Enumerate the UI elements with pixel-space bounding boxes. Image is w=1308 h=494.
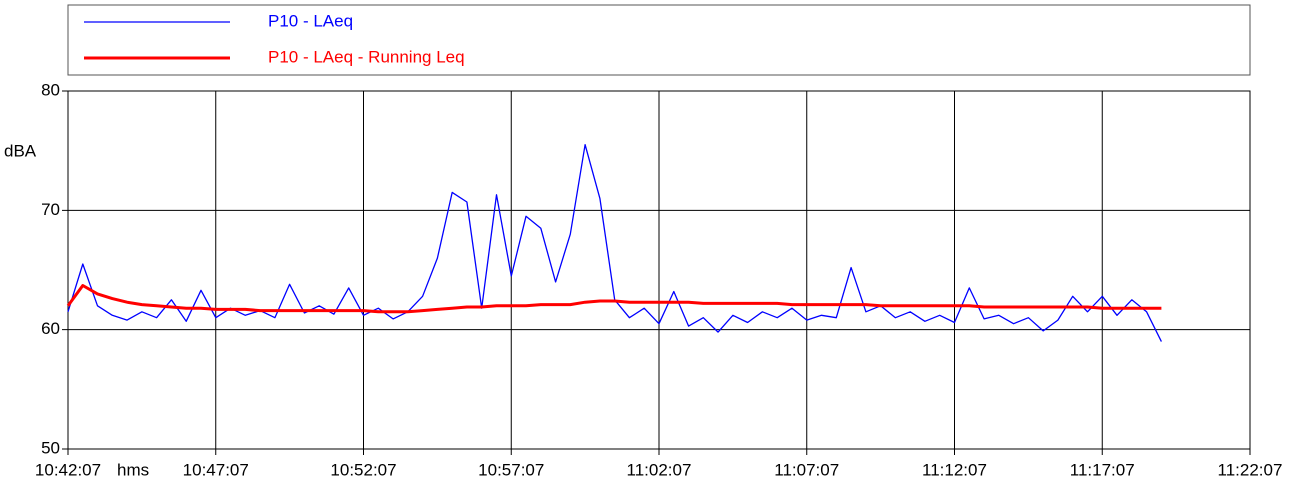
- y-tick-label: 60: [41, 319, 60, 338]
- x-tick-label: 10:42:07: [35, 460, 101, 479]
- y-tick-label: 70: [41, 200, 60, 219]
- y-tick-label: 50: [41, 438, 60, 457]
- x-axis-label: hms: [117, 460, 149, 479]
- legend-label: P10 - LAeq - Running Leq: [268, 47, 465, 66]
- y-tick-label: 80: [41, 80, 60, 99]
- x-tick-label: 10:47:07: [183, 460, 249, 479]
- x-tick-label: 11:02:07: [627, 460, 692, 479]
- legend-box: [67, 4, 1251, 76]
- y-axis-label: dBA: [4, 141, 37, 160]
- x-tick-label: 10:52:07: [330, 460, 396, 479]
- x-tick-label: 11:07:07: [774, 460, 839, 479]
- legend-label: P10 - LAeq: [268, 11, 353, 30]
- series-line: [67, 144, 1162, 342]
- series-line: [66, 284, 1162, 314]
- x-tick-label: 11:22:07: [1218, 460, 1283, 479]
- x-tick-label: 11:12:07: [922, 460, 987, 479]
- x-tick-label: 10:57:07: [478, 460, 544, 479]
- x-tick-label: 11:17:07: [1070, 460, 1135, 479]
